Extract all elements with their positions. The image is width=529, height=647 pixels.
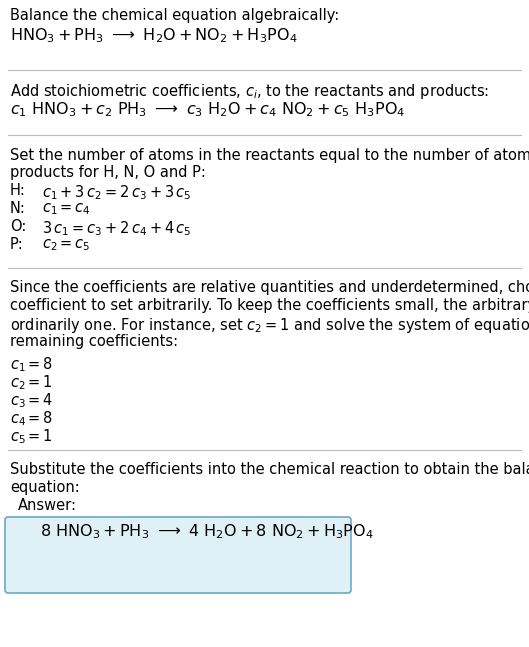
Text: $c_1 = 8$: $c_1 = 8$ [10, 355, 53, 374]
Text: equation:: equation: [10, 480, 80, 495]
Text: $c_2 = c_5$: $c_2 = c_5$ [42, 237, 90, 253]
Text: $c_1\ \mathrm{HNO_3} + c_2\ \mathrm{PH_3} \ \longrightarrow \ c_3\ \mathrm{H_2O}: $c_1\ \mathrm{HNO_3} + c_2\ \mathrm{PH_3… [10, 100, 405, 118]
Text: Since the coefficients are relative quantities and underdetermined, choose a: Since the coefficients are relative quan… [10, 280, 529, 295]
Text: products for H, N, O and P:: products for H, N, O and P: [10, 165, 206, 180]
Text: Answer:: Answer: [18, 498, 77, 513]
Text: coefficient to set arbitrarily. To keep the coefficients small, the arbitrary va: coefficient to set arbitrarily. To keep … [10, 298, 529, 313]
Text: $c_2 = 1$: $c_2 = 1$ [10, 373, 53, 391]
Text: $c_1 = c_4$: $c_1 = c_4$ [42, 201, 91, 217]
Text: $c_3 = 4$: $c_3 = 4$ [10, 391, 53, 410]
Text: N:: N: [10, 201, 26, 216]
Text: $c_5 = 1$: $c_5 = 1$ [10, 427, 53, 446]
Text: $\mathrm{8\ HNO_3 + PH_3 \ \longrightarrow \ 4\ H_2O + 8\ NO_2 + H_3PO_4}$: $\mathrm{8\ HNO_3 + PH_3 \ \longrightarr… [40, 522, 373, 541]
Text: Balance the chemical equation algebraically:: Balance the chemical equation algebraica… [10, 8, 339, 23]
Text: ordinarily one. For instance, set $c_2 = 1$ and solve the system of equations fo: ordinarily one. For instance, set $c_2 =… [10, 316, 529, 335]
Text: Substitute the coefficients into the chemical reaction to obtain the balanced: Substitute the coefficients into the che… [10, 462, 529, 477]
Text: H:: H: [10, 183, 26, 198]
Text: $c_1 + 3\,c_2 = 2\,c_3 + 3\,c_5$: $c_1 + 3\,c_2 = 2\,c_3 + 3\,c_5$ [42, 183, 191, 202]
Text: P:: P: [10, 237, 24, 252]
Text: Add stoichiometric coefficients, $c_i$, to the reactants and products:: Add stoichiometric coefficients, $c_i$, … [10, 82, 489, 101]
Text: $c_4 = 8$: $c_4 = 8$ [10, 409, 53, 428]
Text: $3\,c_1 = c_3 + 2\,c_4 + 4\,c_5$: $3\,c_1 = c_3 + 2\,c_4 + 4\,c_5$ [42, 219, 191, 237]
Text: remaining coefficients:: remaining coefficients: [10, 334, 178, 349]
Text: $\mathrm{HNO_3 + PH_3 \ \longrightarrow \ H_2O + NO_2 + H_3PO_4}$: $\mathrm{HNO_3 + PH_3 \ \longrightarrow … [10, 26, 297, 45]
Text: Set the number of atoms in the reactants equal to the number of atoms in the: Set the number of atoms in the reactants… [10, 148, 529, 163]
FancyBboxPatch shape [5, 517, 351, 593]
Text: O:: O: [10, 219, 26, 234]
